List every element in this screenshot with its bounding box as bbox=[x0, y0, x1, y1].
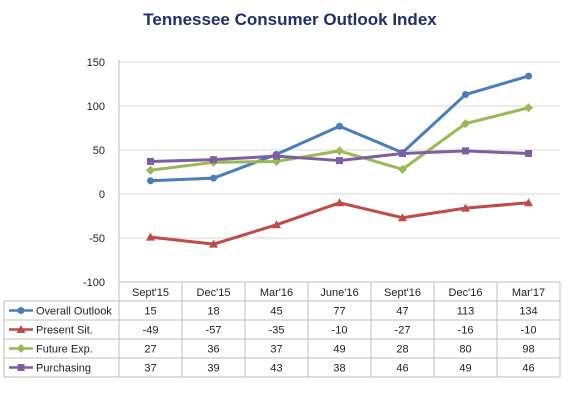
data-point bbox=[273, 152, 280, 160]
data-label: 46 bbox=[396, 363, 408, 375]
data-label: 98 bbox=[522, 344, 534, 356]
data-point bbox=[399, 150, 406, 158]
data-label: -10 bbox=[521, 325, 537, 337]
legend-label: Overall Outlook bbox=[36, 306, 112, 318]
y-tick-label: -50 bbox=[89, 233, 105, 245]
data-point bbox=[398, 164, 407, 174]
data-label: -57 bbox=[206, 325, 222, 337]
data-label: -16 bbox=[458, 325, 474, 337]
data-label: 39 bbox=[207, 363, 219, 375]
legend-label: Future Exp. bbox=[36, 344, 93, 356]
data-point bbox=[147, 157, 154, 165]
x-tick-label: June'16 bbox=[320, 287, 358, 299]
data-point bbox=[461, 203, 470, 212]
data-label: 28 bbox=[396, 344, 408, 356]
data-label: -49 bbox=[143, 325, 159, 337]
data-point bbox=[398, 213, 407, 222]
data-point bbox=[210, 174, 217, 182]
data-label: 113 bbox=[457, 306, 475, 318]
data-point bbox=[147, 177, 154, 185]
data-label: 45 bbox=[270, 306, 282, 318]
data-label: 47 bbox=[396, 306, 408, 318]
data-point bbox=[525, 72, 532, 80]
data-point bbox=[17, 364, 25, 371]
data-point bbox=[16, 344, 26, 353]
data-point bbox=[17, 307, 25, 314]
y-tick-label: 100 bbox=[87, 101, 105, 113]
data-point bbox=[335, 146, 344, 156]
y-tick-label: 150 bbox=[87, 57, 105, 69]
data-point bbox=[461, 119, 470, 129]
x-tick-label: Mar'17 bbox=[512, 287, 545, 299]
x-tick-label: Sept'15 bbox=[132, 287, 169, 299]
data-point bbox=[210, 156, 217, 164]
data-label: 37 bbox=[270, 344, 282, 356]
data-label: 15 bbox=[144, 306, 156, 318]
data-label: 80 bbox=[459, 344, 471, 356]
data-label: 49 bbox=[333, 344, 345, 356]
data-label: -35 bbox=[269, 325, 285, 337]
data-point bbox=[524, 198, 533, 207]
data-label: 36 bbox=[207, 344, 219, 356]
x-tick-label: Dec'16 bbox=[449, 287, 483, 299]
data-point bbox=[462, 147, 469, 155]
x-tick-label: Mar'16 bbox=[260, 287, 293, 299]
data-point bbox=[525, 150, 532, 158]
data-label: 43 bbox=[270, 363, 282, 375]
data-point bbox=[462, 91, 469, 99]
data-point bbox=[336, 122, 343, 130]
data-label: 37 bbox=[144, 363, 156, 375]
data-point bbox=[336, 157, 343, 165]
y-tick-label: 0 bbox=[99, 189, 105, 201]
y-tick-label: 50 bbox=[93, 145, 105, 157]
legend-label: Purchasing bbox=[36, 363, 91, 375]
chart-title: Tennessee Consumer Outlook Index bbox=[143, 10, 437, 29]
data-label: 27 bbox=[144, 344, 156, 356]
data-label: 18 bbox=[207, 306, 219, 318]
data-point bbox=[146, 165, 155, 175]
data-point bbox=[209, 239, 218, 248]
data-label: 38 bbox=[333, 363, 345, 375]
data-point bbox=[272, 220, 281, 229]
data-label: 46 bbox=[522, 363, 534, 375]
data-point bbox=[146, 232, 155, 241]
x-tick-label: Dec'15 bbox=[197, 287, 231, 299]
data-point bbox=[524, 103, 533, 113]
data-point bbox=[335, 198, 344, 207]
x-tick-label: Sept'16 bbox=[384, 287, 421, 299]
legend-label: Present Sit. bbox=[36, 325, 93, 337]
data-label: 49 bbox=[459, 363, 471, 375]
data-label: -27 bbox=[395, 325, 411, 337]
data-label: -10 bbox=[332, 325, 348, 337]
data-label: 134 bbox=[519, 306, 537, 318]
data-label: 77 bbox=[333, 306, 345, 318]
data-point bbox=[16, 325, 26, 333]
y-tick-label: -100 bbox=[83, 277, 105, 289]
